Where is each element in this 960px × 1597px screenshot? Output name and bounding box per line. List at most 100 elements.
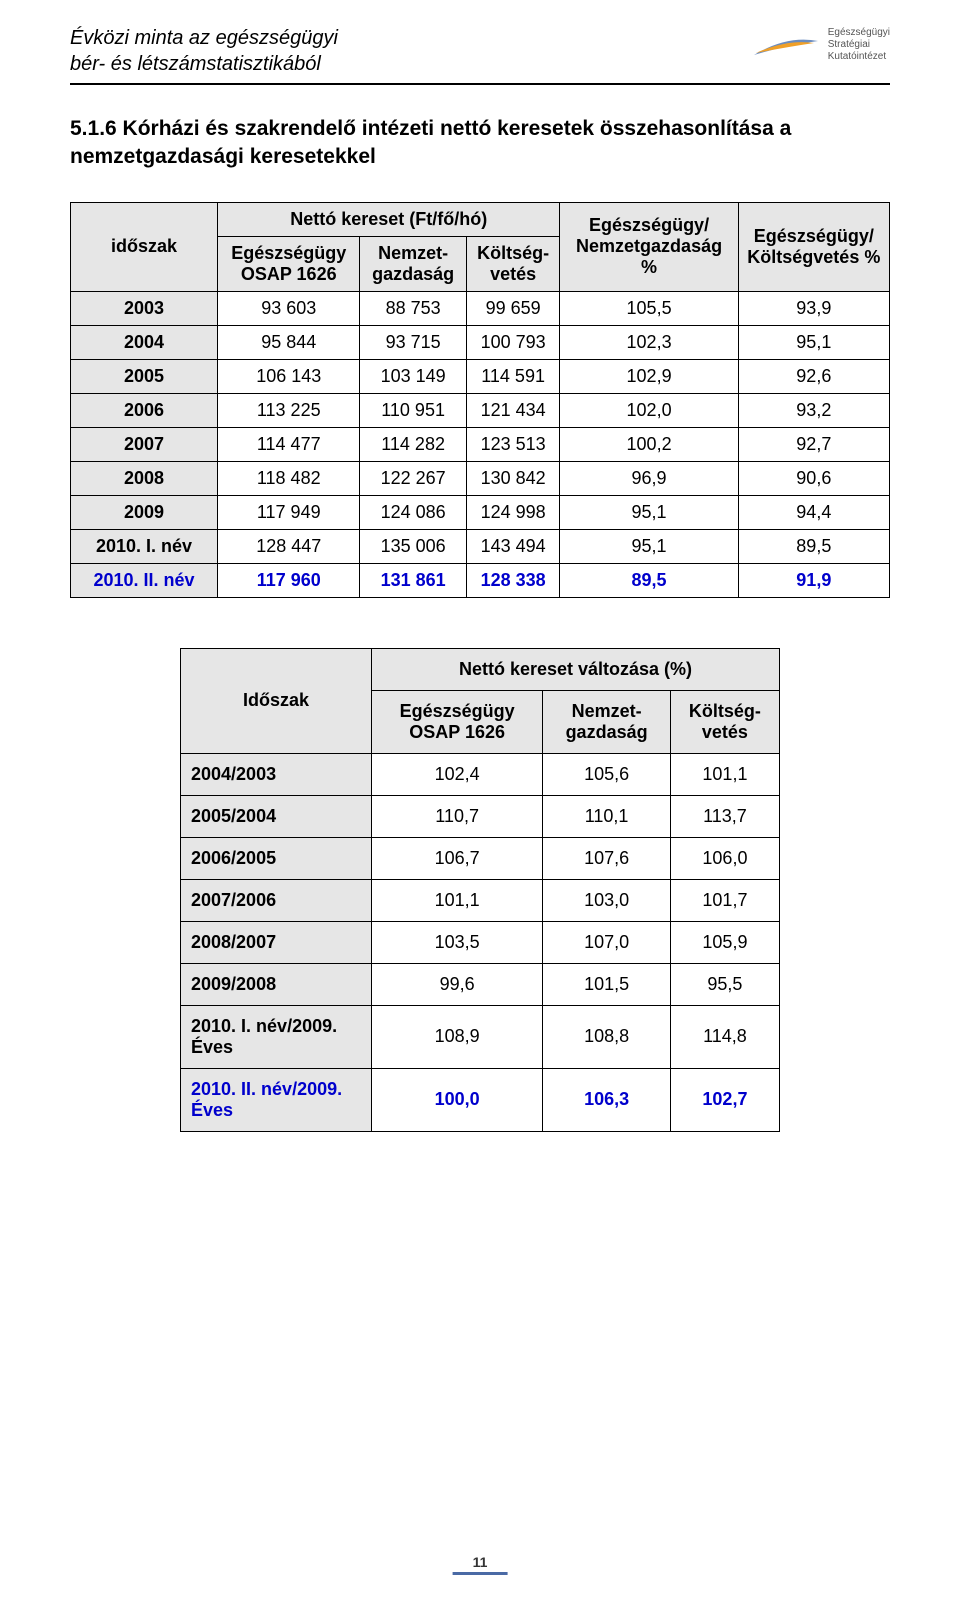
logo-text: Egészségügyi Stratégiai Kutatóintézet	[828, 27, 890, 63]
cell: 107,0	[543, 921, 671, 963]
cell: 93,9	[738, 291, 889, 325]
table-row: 2010. II. név/2009. Éves100,0106,3102,7	[181, 1068, 780, 1131]
cell: 102,0	[560, 393, 738, 427]
cell: 91,9	[738, 563, 889, 597]
cell: 103 149	[360, 359, 466, 393]
cell: 118 482	[218, 461, 360, 495]
cell: 106,7	[372, 837, 543, 879]
cell: 105,5	[560, 291, 738, 325]
cell: 114,8	[670, 1005, 779, 1068]
cell: 101,1	[372, 879, 543, 921]
cell: 103,5	[372, 921, 543, 963]
cell: 100,0	[372, 1068, 543, 1131]
cell: 108,9	[372, 1005, 543, 1068]
cell: 121 434	[466, 393, 560, 427]
cell: 124 086	[360, 495, 466, 529]
cell: 122 267	[360, 461, 466, 495]
cell: 102,3	[560, 325, 738, 359]
t2-h-period: Időszak	[181, 648, 372, 753]
cell: 2007	[71, 427, 218, 461]
cell: 101,7	[670, 879, 779, 921]
table-net-earnings: időszak Nettó kereset (Ft/fő/hó) Egészsé…	[70, 202, 890, 598]
cell: 93,2	[738, 393, 889, 427]
cell: 99,6	[372, 963, 543, 1005]
cell: 106,0	[670, 837, 779, 879]
cell: 2010. II. név	[71, 563, 218, 597]
cell: 94,4	[738, 495, 889, 529]
cell: 100,2	[560, 427, 738, 461]
cell: 101,5	[543, 963, 671, 1005]
cell: 2008	[71, 461, 218, 495]
logo-text-3: Kutatóintézet	[828, 51, 886, 62]
cell: 99 659	[466, 291, 560, 325]
cell: 113 225	[218, 393, 360, 427]
t1-h-ratio2: Egészségügy/ Költségvetés %	[738, 202, 889, 291]
cell: 106,3	[543, 1068, 671, 1131]
cell: 105,9	[670, 921, 779, 963]
cell: 2004/2003	[181, 753, 372, 795]
cell: 88 753	[360, 291, 466, 325]
cell: 114 282	[360, 427, 466, 461]
doc-title: Évközi minta az egészségügyi bér- és lét…	[70, 25, 338, 77]
cell: 105,6	[543, 753, 671, 795]
table-row: 200393 60388 75399 659105,593,9	[71, 291, 890, 325]
table-row: 2007114 477114 282123 513100,292,7	[71, 427, 890, 461]
cell: 92,7	[738, 427, 889, 461]
cell: 135 006	[360, 529, 466, 563]
cell: 96,9	[560, 461, 738, 495]
cell: 113,7	[670, 795, 779, 837]
cell: 123 513	[466, 427, 560, 461]
cell: 128 447	[218, 529, 360, 563]
table-row: 2007/2006101,1103,0101,7	[181, 879, 780, 921]
table-row: 2008118 482122 267130 84296,990,6	[71, 461, 890, 495]
table-row: 2006113 225110 951121 434102,093,2	[71, 393, 890, 427]
cell: 95,1	[738, 325, 889, 359]
table-row: 2010. I. név128 447135 006143 49495,189,…	[71, 529, 890, 563]
cell: 143 494	[466, 529, 560, 563]
t1-h-super: Nettó kereset (Ft/fő/hó)	[218, 202, 560, 236]
page-number: 11	[453, 1552, 508, 1575]
t2-h-health: Egészségügy OSAP 1626	[372, 690, 543, 753]
cell: 95,5	[670, 963, 779, 1005]
t1-h-period: időszak	[71, 202, 218, 291]
cell: 2006	[71, 393, 218, 427]
cell: 95,1	[560, 495, 738, 529]
table-row: 2010. I. név/2009. Éves108,9108,8114,8	[181, 1005, 780, 1068]
cell: 131 861	[360, 563, 466, 597]
t1-h-health: Egészségügy OSAP 1626	[218, 236, 360, 291]
cell: 2006/2005	[181, 837, 372, 879]
logo-text-2: Stratégiai	[828, 39, 870, 50]
table-net-change: Időszak Nettó kereset változása (%) Egés…	[180, 648, 780, 1132]
cell: 110,1	[543, 795, 671, 837]
cell: 2004	[71, 325, 218, 359]
t1-h-budget: Költség-vetés	[466, 236, 560, 291]
cell: 92,6	[738, 359, 889, 393]
cell: 102,7	[670, 1068, 779, 1131]
cell: 103,0	[543, 879, 671, 921]
cell: 2005/2004	[181, 795, 372, 837]
table-row: 2006/2005106,7107,6106,0	[181, 837, 780, 879]
cell: 130 842	[466, 461, 560, 495]
cell: 110,7	[372, 795, 543, 837]
t1-h-national: Nemzet-gazdaság	[360, 236, 466, 291]
cell: 114 477	[218, 427, 360, 461]
doc-title-line1: Évközi minta az egészségügyi	[70, 27, 338, 49]
logo: Egészségügyi Stratégiai Kutatóintézet	[752, 25, 890, 65]
cell: 2010. I. név	[71, 529, 218, 563]
cell: 89,5	[738, 529, 889, 563]
cell: 2008/2007	[181, 921, 372, 963]
logo-text-1: Egészségügyi	[828, 27, 890, 38]
table-row: 2005/2004110,7110,1113,7	[181, 795, 780, 837]
cell: 2005	[71, 359, 218, 393]
cell: 2003	[71, 291, 218, 325]
cell: 110 951	[360, 393, 466, 427]
cell: 2010. II. név/2009. Éves	[181, 1068, 372, 1131]
t2-h-budget: Költség-vetés	[670, 690, 779, 753]
cell: 93 715	[360, 325, 466, 359]
cell: 2007/2006	[181, 879, 372, 921]
logo-swoosh-icon	[752, 25, 822, 65]
cell: 114 591	[466, 359, 560, 393]
cell: 106 143	[218, 359, 360, 393]
doc-title-line2: bér- és létszámstatisztikából	[70, 53, 321, 75]
table-row: 2009117 949124 086124 99895,194,4	[71, 495, 890, 529]
